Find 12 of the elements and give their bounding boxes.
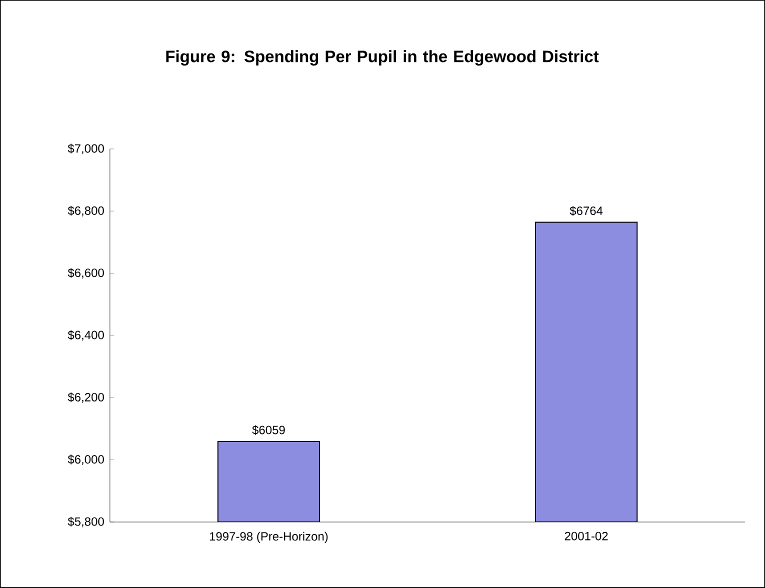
chart-title: Figure 9: Spending Per Pupil in the Edgewood District bbox=[166, 50, 599, 66]
y-tick-label: $6,000 bbox=[68, 454, 104, 466]
y-tick-label: $7,000 bbox=[68, 144, 104, 154]
data-label: $6059 bbox=[252, 425, 285, 435]
y-tick-label: $6,400 bbox=[68, 330, 104, 341]
data-label: $6764 bbox=[570, 206, 603, 216]
y-tick-label: $6,200 bbox=[68, 392, 104, 403]
x-tick-label: 1997-98 (Pre-Horizon) bbox=[210, 532, 328, 544]
y-tick-label: $6,800 bbox=[68, 206, 104, 216]
y-tick-label: $5,800 bbox=[68, 516, 104, 528]
y-tick-label: $6,600 bbox=[68, 268, 104, 279]
x-tick-label: 2001-02 bbox=[564, 532, 608, 540]
